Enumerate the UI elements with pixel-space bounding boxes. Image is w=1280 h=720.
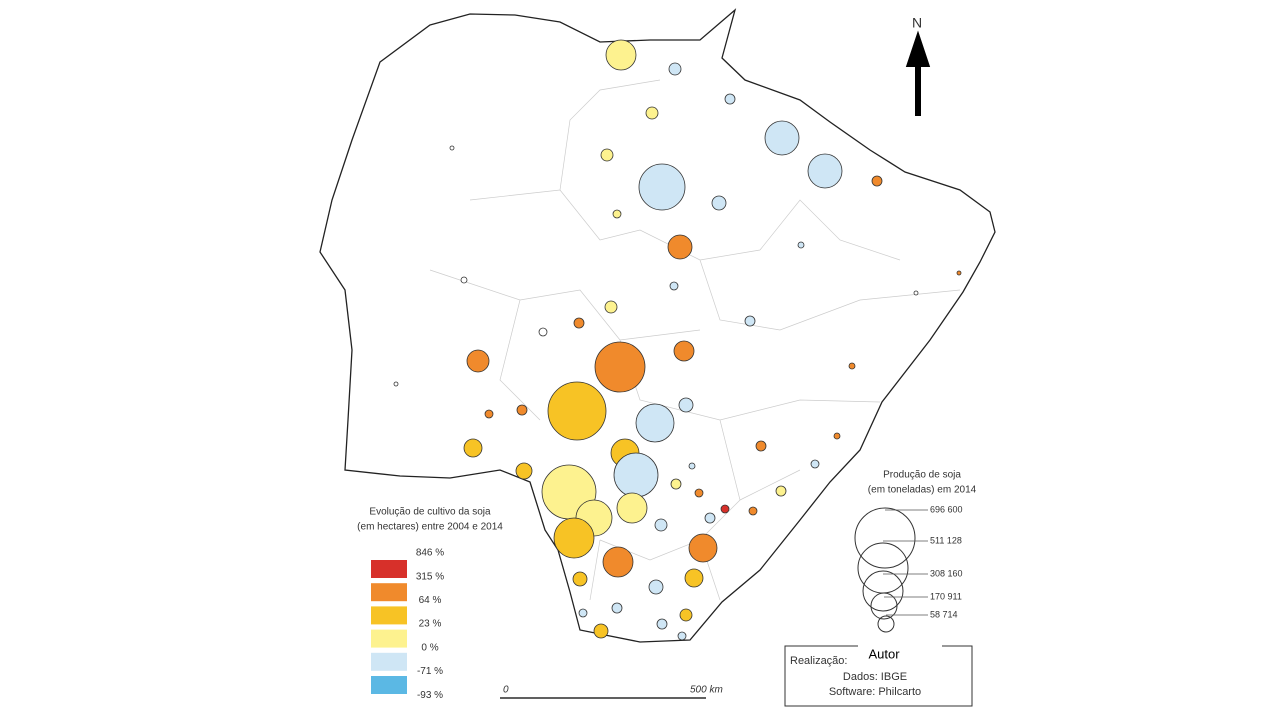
municipality-circle	[515, 462, 533, 480]
size-circle	[862, 570, 904, 612]
municipality-circle	[755, 440, 767, 452]
municipality-circle	[605, 39, 637, 71]
municipality-circle	[678, 397, 694, 413]
municipality-circle	[775, 485, 787, 497]
author-cover	[858, 644, 942, 664]
municipality-circle	[871, 175, 883, 187]
municipality-circle	[656, 618, 668, 630]
credits-software: Software: Philcarto	[829, 686, 921, 698]
municipality-circle	[807, 153, 843, 189]
municipality-circle	[638, 163, 686, 211]
legend-swatch	[371, 652, 407, 671]
municipality-circle	[573, 317, 585, 329]
size-circle	[870, 592, 898, 620]
municipality-circle	[593, 623, 609, 639]
legend-label: 64 %	[419, 595, 442, 606]
municipality-circle	[600, 148, 614, 162]
legend-label: 308 160	[930, 568, 963, 578]
municipality-circle	[547, 381, 607, 441]
state-map	[319, 8, 996, 643]
municipality-circle	[594, 341, 646, 393]
municipality-circle	[694, 488, 704, 498]
legend-label: 696 600	[930, 504, 963, 514]
scale-start: 0	[503, 685, 509, 696]
municipality-circle	[449, 145, 455, 151]
legend-label: 58 714	[930, 609, 958, 619]
municipality-circle	[538, 327, 548, 337]
municipality-circle	[724, 93, 736, 105]
legend-swatch	[371, 676, 407, 694]
evolution-legend: Evolução de cultivo da soja (em hectares…	[357, 507, 503, 701]
municipality-circle	[572, 571, 588, 587]
municipality-circle	[688, 533, 718, 563]
legend-label: 846 %	[416, 548, 444, 559]
municipality-circle	[684, 568, 704, 588]
municipality-circle	[604, 300, 618, 314]
municipality-circle	[956, 270, 962, 276]
municipality-circle	[667, 234, 693, 260]
municipality-circle	[460, 276, 468, 284]
size-circle	[854, 507, 916, 569]
legend-title: Produção de soja	[883, 470, 961, 481]
municipality-circle	[688, 462, 696, 470]
legend-label: 511 128	[930, 535, 962, 545]
municipality-circle	[704, 512, 716, 524]
legend-label: 170 911	[930, 591, 962, 601]
legend-label: 315 %	[416, 571, 444, 582]
municipality-circle	[744, 315, 756, 327]
municipality-circle	[711, 195, 727, 211]
municipality-circle	[679, 608, 693, 622]
legend-label: 0 %	[421, 642, 438, 653]
legend-label: -71 %	[417, 666, 443, 677]
municipality-circle	[810, 459, 820, 469]
municipality-circle	[654, 518, 668, 532]
municipality-circle	[764, 120, 800, 156]
north-label: N	[912, 15, 922, 31]
legend-label: 23 %	[419, 619, 442, 630]
north-arrow	[905, 30, 931, 116]
municipality-circle	[616, 492, 648, 524]
production-legend: Produção de soja (em toneladas) em 2014 …	[854, 470, 977, 633]
municipality-circle	[648, 579, 664, 595]
municipality-circle	[393, 381, 399, 387]
municipality-circle	[913, 290, 919, 296]
municipality-circle	[677, 631, 687, 641]
credits-author: Autor	[868, 646, 900, 661]
municipality-circle	[613, 452, 659, 498]
legend-label: -93 %	[417, 690, 443, 701]
legend-title: (em toneladas) em 2014	[868, 485, 977, 496]
municipality-circle	[669, 281, 679, 291]
municipality-circle	[463, 438, 483, 458]
legend-swatch	[371, 583, 407, 602]
legend-swatch	[371, 629, 407, 648]
municipality-circle	[635, 403, 675, 443]
municipality-circle	[670, 478, 682, 490]
municipality-circle	[578, 608, 588, 618]
municipality-circle	[612, 209, 622, 219]
municipality-circle	[466, 349, 490, 373]
municipality-circle	[720, 504, 730, 514]
legend-swatch	[371, 560, 407, 578]
municipality-circle	[484, 409, 494, 419]
legend-swatch	[371, 606, 407, 625]
municipality-circle	[645, 106, 659, 120]
municipality-circle	[797, 241, 805, 249]
municipality-circle	[848, 362, 856, 370]
legend-title: (em hectares) entre 2004 e 2014	[357, 522, 503, 533]
municipality-circle	[553, 517, 595, 559]
municipality-circle	[602, 546, 634, 578]
municipality-circle	[668, 62, 682, 76]
municipality-circle	[673, 340, 695, 362]
municipality-circle	[833, 432, 841, 440]
size-circle	[877, 615, 895, 633]
municipality-circle	[516, 404, 528, 416]
credits-data: Dados: IBGE	[843, 671, 907, 683]
scale-end: 500 km	[690, 685, 723, 696]
municipality-circle	[748, 506, 758, 516]
legend-title: Evolução de cultivo da soja	[369, 507, 491, 518]
credits-realizacao: Realização:	[790, 655, 847, 667]
municipality-circle	[611, 602, 623, 614]
